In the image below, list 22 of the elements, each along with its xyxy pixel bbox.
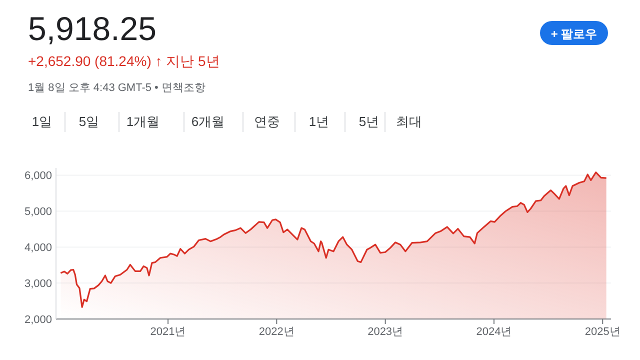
y-tick-label: 6,000 [24, 170, 52, 182]
y-tick-label: 2,000 [24, 314, 52, 326]
y-tick-label: 5,000 [24, 206, 52, 218]
x-tick-label: 2021년 [150, 326, 186, 338]
follow-button: + 팔로우 [540, 21, 608, 45]
text: 6개월 [191, 114, 225, 129]
text: 1개월 [126, 114, 160, 129]
x-tick-label: 2022년 [258, 326, 294, 338]
text: 1월 8일 오후 4:43 GMT-5 • 면책조항 [28, 82, 206, 94]
x-tick-label: 2024년 [476, 326, 512, 338]
chart-subtitle: +2,652.90 (81.24%) ↑ 지난 5년 [28, 53, 220, 69]
y-tick-label: 3,000 [24, 278, 52, 290]
text: 연중 [254, 114, 280, 129]
text: 1일 [32, 114, 52, 129]
text: 5일 [78, 114, 100, 129]
text: 5년 [358, 114, 380, 129]
x-tick-label: 2025년 [584, 326, 620, 338]
text: 최대 [396, 114, 422, 129]
y-tick-label: 4,000 [24, 242, 52, 254]
x-tick-label: 2023년 [368, 326, 404, 338]
chart-title: 5,918.25 [28, 10, 156, 47]
text: 1년 [308, 114, 330, 129]
